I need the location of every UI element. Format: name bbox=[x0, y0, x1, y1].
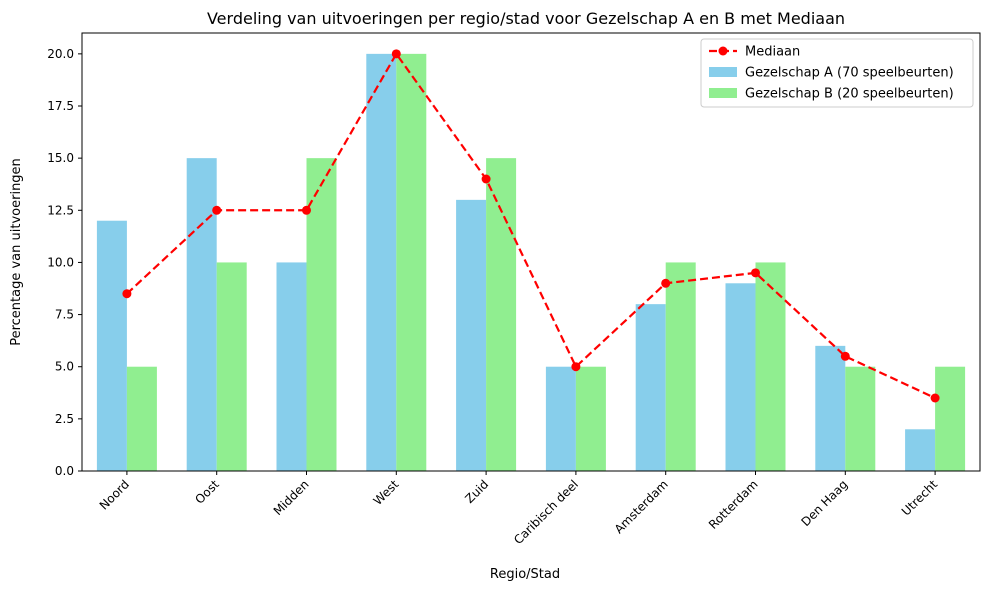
bar-a-5 bbox=[545, 366, 576, 471]
median-point-1 bbox=[212, 205, 222, 215]
bar-b-6 bbox=[665, 262, 696, 471]
y-tick-label-2: 5.0 bbox=[55, 360, 74, 374]
median-point-0 bbox=[122, 289, 132, 299]
x-tick-label-4: Zuid bbox=[462, 477, 491, 506]
bar-a-9 bbox=[905, 429, 936, 471]
plot-area: 0.0 2.5 5.0 7.5 10.0 12.5 15.0 17.5 20.0 Noord Oos… bbox=[47, 32, 981, 547]
x-tick-label-5: Caribisch deel bbox=[511, 477, 581, 547]
legend-label-2: Gezelschap B (20 speelbeurten) bbox=[745, 87, 954, 102]
legend-box bbox=[700, 38, 974, 108]
bar-b-5 bbox=[575, 366, 606, 471]
y-tick-label-4: 10.0 bbox=[47, 255, 74, 269]
x-tick-label-7: Rotterdam bbox=[706, 477, 761, 532]
bar-b-8 bbox=[845, 366, 876, 471]
legend-swatch-1 bbox=[709, 67, 737, 77]
y-tick-label-0: 0.0 bbox=[55, 464, 74, 478]
bar-a-4 bbox=[456, 199, 487, 471]
chart-title: Verdeling van uitvoeringen per regio/sta… bbox=[207, 9, 845, 28]
x-tick-label-9: Utrecht bbox=[899, 477, 941, 519]
median-point-6 bbox=[661, 278, 671, 288]
x-tick-label-0: Noord bbox=[97, 477, 132, 512]
y-tick-label-8: 20.0 bbox=[47, 47, 74, 61]
median-point-5 bbox=[571, 362, 581, 372]
legend: Mediaan Gezelschap A (70 speelbeurten) Gez… bbox=[700, 38, 974, 108]
legend-marker-0 bbox=[718, 46, 728, 56]
x-axis-label: Regio/Stad bbox=[490, 567, 560, 582]
y-tick-label-1: 2.5 bbox=[55, 412, 74, 426]
plot-frame bbox=[81, 32, 981, 472]
y-axis-label: Percentage van uitvoeringen bbox=[9, 158, 24, 346]
y-tick-label-3: 7.5 bbox=[55, 308, 74, 322]
y-tick-label-7: 17.5 bbox=[47, 99, 74, 113]
x-tick-label-2: Midden bbox=[271, 477, 312, 518]
median-point-4 bbox=[481, 174, 491, 184]
median-point-8 bbox=[840, 351, 850, 361]
legend-label-0: Mediaan bbox=[745, 45, 800, 60]
bar-a-0 bbox=[96, 220, 127, 471]
bar-b-1 bbox=[216, 262, 247, 471]
legend-swatch-2 bbox=[709, 88, 737, 98]
x-tick-label-8: Den Haag bbox=[799, 477, 851, 529]
bar-b-9 bbox=[935, 366, 966, 471]
legend-label-1: Gezelschap A (70 speelbeurten) bbox=[745, 66, 954, 81]
y-tick-label-5: 12.5 bbox=[47, 203, 74, 217]
bar-a-7 bbox=[725, 283, 756, 471]
median-line bbox=[126, 51, 936, 399]
bar-a-3 bbox=[366, 53, 397, 471]
median-point-7 bbox=[751, 268, 760, 278]
x-tick-label-1: Oost bbox=[192, 477, 222, 507]
bar-a-6 bbox=[635, 304, 666, 471]
y-tick-label-6: 15.0 bbox=[47, 151, 74, 165]
bar-b-0 bbox=[126, 366, 157, 471]
median-point-2 bbox=[302, 205, 311, 215]
bar-b-7 bbox=[755, 262, 786, 471]
bar-a-8 bbox=[815, 345, 846, 471]
x-tick-label-3: West bbox=[371, 477, 402, 508]
x-tick-label-6: Amsterdam bbox=[612, 477, 671, 536]
bar-b-3 bbox=[396, 53, 427, 471]
bar-a-1 bbox=[186, 158, 217, 471]
bar-b-2 bbox=[306, 158, 337, 471]
bar-a-2 bbox=[276, 262, 307, 471]
median-point-3 bbox=[391, 49, 401, 59]
bar-b-4 bbox=[486, 158, 517, 471]
median-point-9 bbox=[930, 393, 940, 403]
